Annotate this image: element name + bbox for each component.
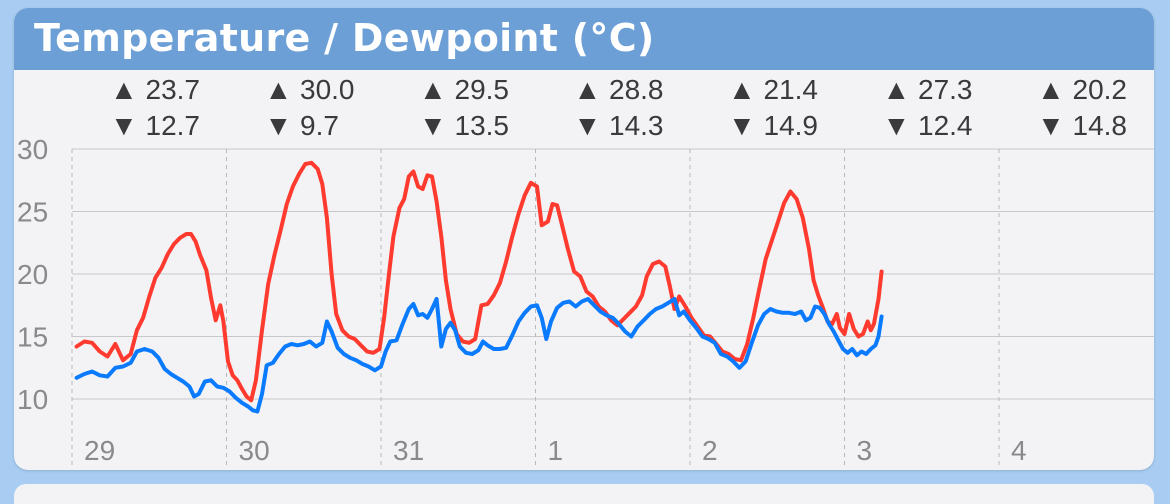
daily-max-0: ▲ 23.7: [110, 74, 200, 105]
dewpoint-line: [74, 297, 884, 414]
y-tick-label-25: 25: [17, 197, 48, 228]
y-tick-label-30: 30: [17, 134, 48, 165]
next-card-edge: [14, 484, 1154, 504]
daily-max-3: ▲ 28.8: [574, 74, 664, 105]
x-tick-label-0: 29: [84, 435, 115, 466]
y-tick-label-20: 20: [17, 259, 48, 290]
daily-min-1: ▼ 9.7: [265, 110, 339, 141]
x-tick-label-5: 3: [857, 435, 873, 466]
chart-title: Temperature / Dewpoint (°C): [34, 16, 655, 60]
chart-card: Temperature / Dewpoint (°C) 10 15 20 25 30 29…: [14, 8, 1154, 470]
x-tick-label-6: 4: [1011, 435, 1027, 466]
daily-max-5: ▲ 27.3: [883, 74, 973, 105]
x-tick-label-1: 30: [239, 435, 270, 466]
chart-plot: 10 15 20 25 30 29 30 31 1 2 3 4 ▲ 23.7 ▼ 12.7 ▲ 30.0 ▼ …: [17, 74, 1154, 468]
daily-max-4: ▲ 21.4: [728, 74, 818, 105]
daily-min-2: ▼ 13.5: [419, 110, 509, 141]
daily-max-2: ▲ 29.5: [419, 74, 509, 105]
daily-min-5: ▼ 12.4: [883, 110, 973, 141]
x-tick-label-2: 31: [393, 435, 424, 466]
x-tick-label-3: 1: [548, 435, 564, 466]
daily-min-4: ▼ 14.9: [728, 110, 818, 141]
daily-max-6: ▲ 20.2: [1037, 74, 1127, 105]
daily-max-1: ▲ 30.0: [265, 74, 355, 105]
y-tick-label-15: 15: [17, 322, 48, 353]
x-tick-label-4: 2: [702, 435, 718, 466]
y-tick-label-10: 10: [17, 384, 48, 415]
daily-min-3: ▼ 14.3: [574, 110, 664, 141]
card-header: Temperature / Dewpoint (°C): [14, 8, 1154, 70]
daily-min-0: ▼ 12.7: [110, 110, 200, 141]
daily-min-6: ▼ 14.8: [1037, 110, 1127, 141]
temperature-line: [74, 160, 884, 403]
